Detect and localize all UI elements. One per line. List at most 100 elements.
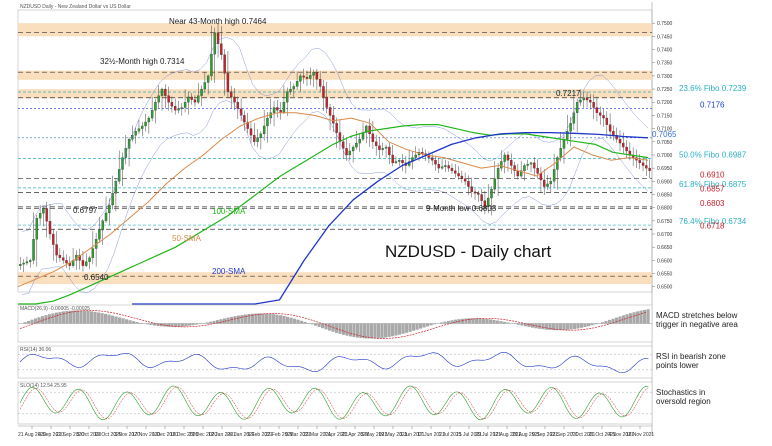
macd-bar	[615, 318, 618, 324]
y-tick-label: 0.6700	[657, 232, 673, 238]
candle-body	[214, 33, 216, 55]
candle-body	[500, 162, 502, 169]
macd-bar	[605, 321, 608, 323]
y-tick-label: 0.6500	[657, 285, 673, 291]
macd-bar	[353, 324, 356, 338]
candle-body	[372, 134, 374, 142]
macd-bar	[80, 310, 83, 323]
y-tick-label: 0.7300	[657, 74, 673, 80]
macd-bar	[486, 319, 489, 323]
y-tick-label: 0.7250	[657, 87, 673, 93]
candle-body	[583, 98, 585, 100]
candle-body	[227, 73, 229, 91]
macd-bar	[405, 324, 408, 333]
candle-body	[382, 148, 384, 149]
y-tick-label: 0.7450	[657, 34, 673, 40]
macd-bar	[209, 322, 212, 324]
candle-body	[441, 167, 443, 168]
candle-body	[210, 54, 212, 76]
annotation-43-month-high: Near 43-Month high 0.7464	[169, 17, 267, 26]
candle-body	[26, 262, 28, 263]
candle-body	[533, 163, 535, 168]
right-label-0: 23.6% Fibo 0.7239	[679, 84, 747, 93]
y-tick-label: 0.7350	[657, 61, 673, 67]
x-tick-label: 18 Nov 2021	[626, 432, 655, 438]
macd-bar	[416, 324, 419, 330]
macd-bar	[55, 313, 58, 324]
stochastics-comment-0: Stochastics in	[656, 388, 705, 397]
macd-bar	[349, 324, 352, 337]
candle-body	[85, 262, 87, 266]
macd-bar	[73, 310, 76, 323]
candle-body	[154, 102, 156, 110]
macd-bar	[304, 322, 307, 324]
macd-bar	[370, 324, 373, 339]
candle-body	[596, 108, 598, 113]
candle-body	[622, 143, 624, 147]
macd-bar	[423, 324, 426, 328]
macd-bar	[479, 318, 482, 323]
candle-body	[59, 255, 61, 258]
macd-bar	[475, 318, 478, 323]
candle-body	[194, 100, 196, 103]
macd-bar	[626, 314, 629, 323]
candle-body	[494, 179, 496, 190]
macd-bar	[300, 321, 303, 324]
candle-body	[560, 148, 562, 157]
macd-bar	[192, 324, 195, 326]
candle-body	[32, 239, 34, 260]
macd-bar	[461, 319, 464, 324]
macd-bar	[503, 322, 506, 324]
macd-bar	[402, 324, 405, 334]
macd-bar	[314, 324, 317, 326]
macd-bar	[59, 312, 62, 324]
candle-body	[609, 125, 611, 132]
candle-body	[220, 44, 222, 55]
y-tick-label: 0.7150	[657, 113, 673, 119]
candle-body	[336, 123, 338, 132]
candle-body	[619, 139, 621, 143]
candle-body	[431, 158, 433, 161]
macd-bar	[48, 314, 51, 323]
zone-band-0	[18, 23, 652, 36]
macd-bar	[388, 324, 391, 337]
macd-bar	[237, 316, 240, 324]
candle-body	[477, 193, 479, 194]
candle-body	[553, 169, 555, 181]
macd-bar	[153, 324, 156, 326]
candle-body	[181, 108, 183, 109]
macd-bar	[31, 320, 34, 324]
macd-bar	[573, 324, 576, 330]
candle-body	[375, 142, 377, 146]
candle-body	[612, 131, 614, 135]
candle-body	[230, 92, 232, 97]
macd-bar	[118, 317, 121, 323]
candle-body	[642, 163, 644, 166]
macd-bar	[545, 324, 548, 330]
candle-body	[138, 129, 140, 132]
macd-bar	[241, 315, 244, 324]
y-tick-label: 0.6600	[657, 258, 673, 264]
right-label-1: 0.7176	[700, 101, 725, 110]
candle-body	[263, 126, 265, 134]
candle-body	[540, 173, 542, 180]
candle-body	[39, 213, 41, 218]
candle-body	[537, 168, 539, 173]
candle-body	[191, 97, 193, 100]
candle-body	[579, 100, 581, 102]
macd-bar	[566, 324, 569, 330]
candle-body	[273, 108, 275, 113]
candle-body	[497, 168, 499, 179]
macd-bar	[318, 324, 321, 327]
candle-body	[309, 75, 311, 78]
candle-body	[177, 109, 179, 110]
candle-body	[105, 213, 107, 221]
candle-body	[326, 97, 328, 108]
macd-bar	[272, 314, 275, 323]
y-tick-label: 0.6750	[657, 219, 673, 225]
candle-body	[144, 122, 146, 126]
macd-bar	[587, 324, 590, 327]
macd-bar	[521, 324, 524, 326]
candle-body	[303, 76, 305, 77]
